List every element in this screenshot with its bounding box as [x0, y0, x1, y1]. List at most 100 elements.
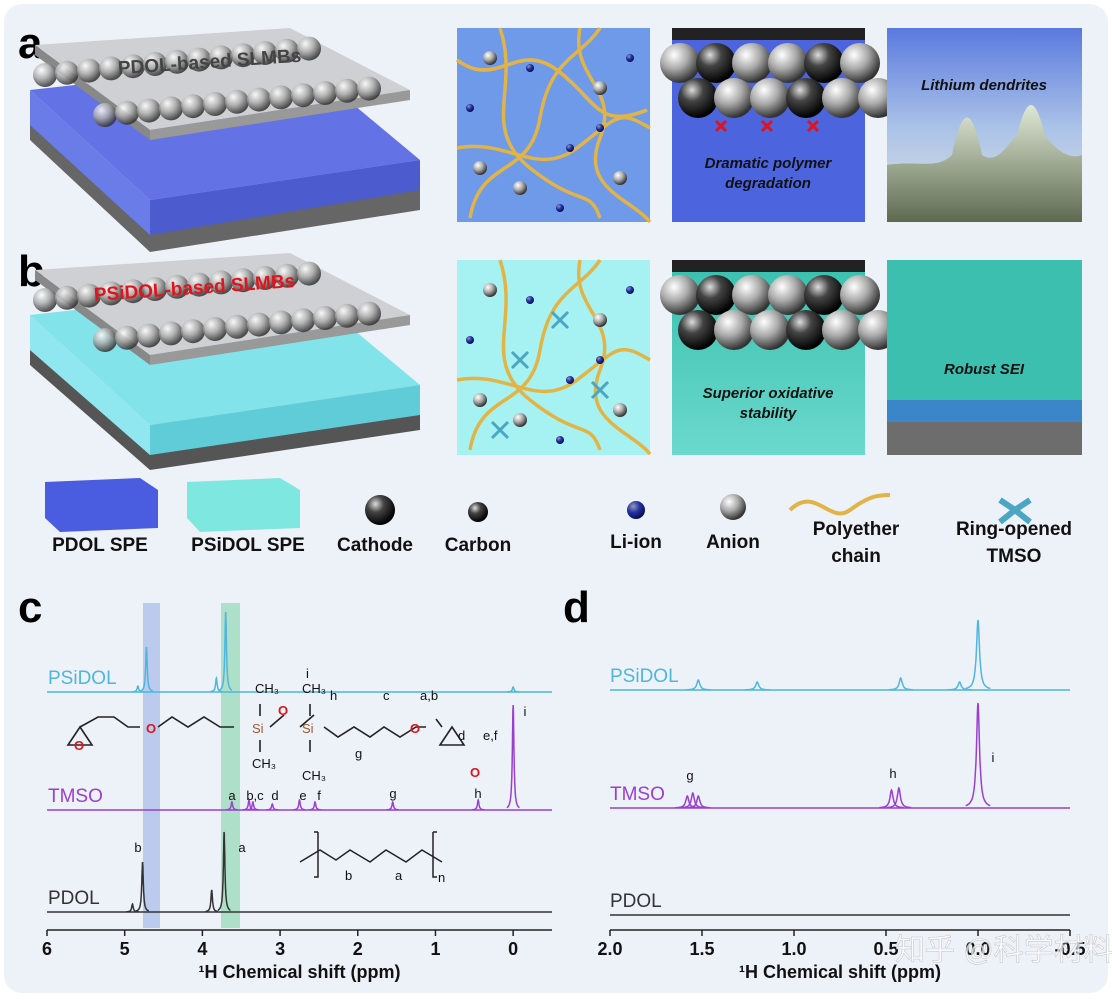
sphere	[187, 47, 211, 72]
sphere	[77, 283, 101, 308]
x-tick-label: -0.5	[1054, 939, 1085, 959]
li-ion	[466, 336, 474, 344]
peak	[686, 794, 711, 809]
cathode	[696, 275, 736, 315]
peak	[386, 800, 399, 811]
peak	[886, 786, 912, 809]
x-tick-label: 0.5	[873, 939, 898, 959]
cathode	[768, 275, 808, 315]
sphere	[137, 323, 161, 348]
sphere	[297, 261, 321, 286]
sphere	[143, 52, 167, 76]
structure-label: d	[458, 728, 465, 743]
structure-label: a,b	[420, 688, 438, 703]
cathode	[732, 275, 772, 315]
anion	[613, 403, 627, 417]
lithium-metal	[887, 422, 1082, 455]
li-ion	[526, 64, 534, 72]
peak	[879, 788, 904, 809]
structure-label: CH₃	[302, 681, 326, 696]
structure-label: CH₃	[252, 756, 276, 771]
peak-label: i	[992, 750, 995, 765]
tmso	[490, 420, 510, 440]
sphere	[33, 63, 57, 87]
chain	[576, 259, 652, 456]
x-tick-label: 0	[508, 939, 518, 959]
sphere	[93, 103, 117, 127]
legend-label: Anion	[706, 532, 760, 553]
sphere	[231, 43, 255, 68]
sphere	[121, 279, 145, 304]
tmso	[590, 380, 610, 400]
background	[4, 4, 1108, 993]
caption: degradation	[725, 175, 811, 192]
cathode	[678, 310, 718, 350]
sphere	[203, 92, 227, 116]
spectrum-name: PDOL	[610, 891, 662, 912]
sphere	[165, 49, 189, 74]
peak-label: f	[317, 788, 321, 803]
peak	[139, 646, 154, 692]
cathode	[732, 43, 772, 83]
cathode	[786, 310, 826, 350]
li-ion	[556, 204, 564, 212]
spectrum-name: PSiDOL	[48, 668, 117, 689]
x-tick-label: 5	[120, 939, 130, 959]
peak-label: i	[524, 704, 527, 719]
sphere	[55, 285, 79, 310]
cathode	[840, 43, 880, 83]
highlight-band	[221, 603, 240, 928]
peak	[506, 686, 520, 693]
li-ion	[626, 286, 634, 294]
sphere	[115, 325, 139, 350]
watermark: 知乎 @科学材料站	[895, 934, 1112, 967]
peak	[888, 676, 913, 691]
sphere	[209, 270, 233, 295]
structure-label: n	[438, 870, 445, 885]
cathode	[714, 78, 754, 118]
cathode	[696, 43, 736, 83]
x-tick-label: 2	[353, 939, 363, 959]
sphere	[121, 54, 145, 79]
pdol-structure	[299, 831, 443, 878]
panel-label: d	[563, 583, 590, 632]
cathode-particles	[660, 260, 898, 350]
spectrum-name: PDOL	[48, 888, 100, 909]
peak	[225, 800, 239, 811]
x-axis-label: ¹H Chemical shift (ppm)	[739, 962, 941, 982]
structure-label: h	[330, 688, 337, 703]
structure-label: g	[355, 746, 362, 761]
sphere	[77, 58, 101, 83]
sphere	[33, 288, 57, 312]
sphere	[269, 310, 293, 335]
sphere	[93, 328, 117, 352]
legend-label: Ring-opened	[956, 519, 1072, 540]
sphere	[143, 277, 167, 301]
x-tick-label: 2.0	[597, 939, 622, 959]
sphere	[187, 272, 211, 297]
x-tick-label: 4	[197, 939, 207, 959]
sphere	[291, 83, 315, 108]
anion	[593, 313, 607, 327]
anion	[593, 81, 607, 95]
peak	[965, 619, 991, 690]
dendrites	[887, 105, 1082, 222]
peak	[126, 902, 139, 913]
peak-label: g	[389, 786, 396, 801]
cathode	[840, 275, 880, 315]
peak	[686, 678, 711, 691]
svg-text:O: O	[410, 721, 420, 736]
li-ion	[566, 144, 574, 152]
structure-label: O	[278, 703, 288, 718]
caption: Robust SEI	[944, 361, 1025, 378]
cathode	[822, 78, 862, 118]
peak-label: e	[299, 788, 306, 803]
structure-label: CH₃	[302, 768, 326, 783]
anion	[483, 51, 497, 65]
sphere	[99, 56, 123, 81]
sphere	[253, 41, 277, 65]
sphere	[357, 301, 381, 326]
cathode	[714, 310, 754, 350]
x-tick-label: 1	[430, 939, 440, 959]
cathode	[768, 43, 808, 83]
